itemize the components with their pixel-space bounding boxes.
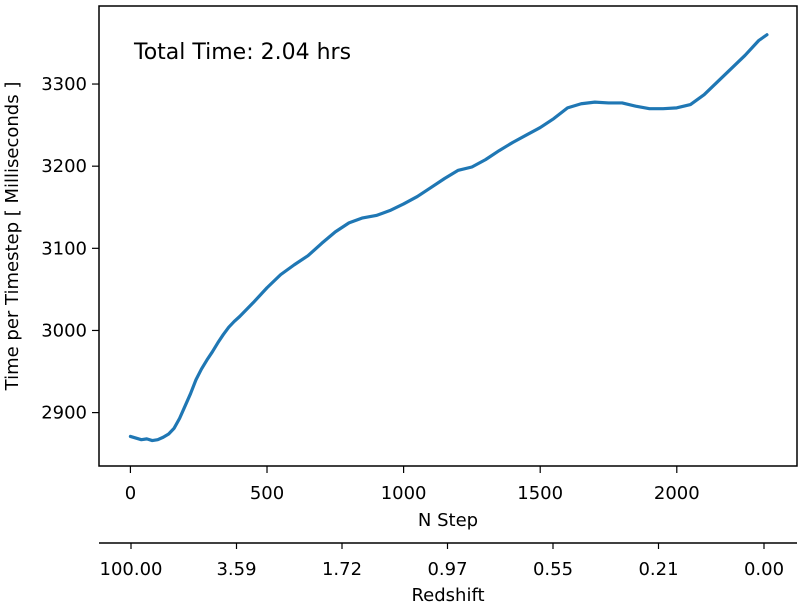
y-tick-label: 3200 bbox=[41, 156, 87, 177]
total-time-annotation: Total Time: 2.04 hrs bbox=[133, 40, 351, 65]
x-tick-label: 1000 bbox=[381, 483, 427, 504]
x-axis-title: N Step bbox=[418, 510, 478, 531]
redshift-axis-ticks: 100.00 3.59 1.72 0.97 0.55 0.21 0.00 bbox=[100, 543, 784, 580]
redshift-tick-label: 0.97 bbox=[427, 559, 467, 580]
x-tick-label: 1500 bbox=[517, 483, 563, 504]
redshift-tick-label: 3.59 bbox=[216, 559, 256, 580]
redshift-axis-title: Redshift bbox=[411, 585, 484, 606]
y-tick-label: 3000 bbox=[41, 320, 87, 341]
y-tick-label: 3100 bbox=[41, 238, 87, 259]
x-tick-label: 0 bbox=[125, 483, 136, 504]
series-layer bbox=[128, 33, 769, 443]
y-tick-label: 2900 bbox=[41, 403, 87, 424]
redshift-tick-label: 100.00 bbox=[100, 559, 163, 580]
plot-frame bbox=[98, 5, 798, 467]
x-axis-ticks: 0 500 1000 1500 2000 bbox=[125, 466, 700, 504]
series-line-0 bbox=[128, 33, 769, 443]
redshift-tick-label: 0.55 bbox=[533, 559, 573, 580]
redshift-tick-label: 0.00 bbox=[744, 559, 784, 580]
y-axis-ticks: 2900 3000 3100 3200 3300 bbox=[41, 74, 99, 424]
x-tick-label: 500 bbox=[250, 483, 284, 504]
redshift-tick-label: 0.21 bbox=[638, 559, 678, 580]
y-axis-title: Time per Timestep [ Milliseconds ] bbox=[2, 82, 23, 392]
x-tick-label: 2000 bbox=[654, 483, 700, 504]
y-tick-label: 3300 bbox=[41, 74, 87, 95]
redshift-tick-label: 1.72 bbox=[322, 559, 362, 580]
